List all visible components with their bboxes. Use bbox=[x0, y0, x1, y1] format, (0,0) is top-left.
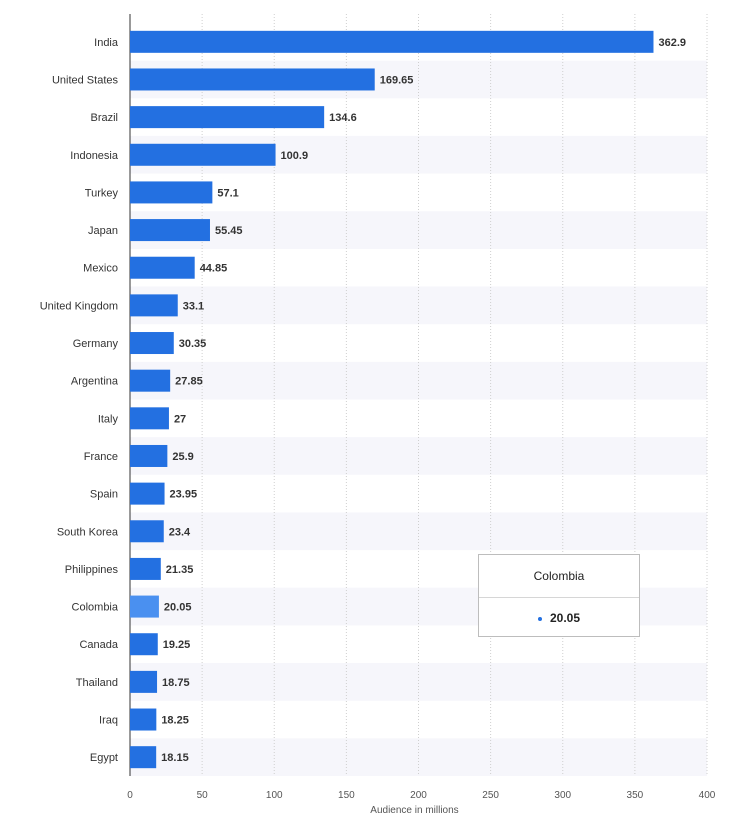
tooltip-title: Colombia bbox=[479, 555, 639, 598]
category-label: Germany bbox=[73, 338, 119, 350]
bar-japan bbox=[130, 219, 210, 242]
bar-canada bbox=[130, 633, 158, 656]
category-label: Iraq bbox=[99, 715, 118, 727]
x-tick-label: 0 bbox=[127, 790, 133, 801]
bar-egypt bbox=[130, 746, 157, 769]
category-label: Mexico bbox=[83, 263, 118, 275]
data-label: 27.85 bbox=[175, 376, 203, 388]
data-label: 44.85 bbox=[200, 263, 228, 275]
category-label: Italy bbox=[98, 413, 119, 425]
x-tick-label: 250 bbox=[482, 790, 499, 801]
x-tick-label: 400 bbox=[699, 790, 716, 801]
bar-germany bbox=[130, 332, 174, 355]
x-tick-label: 350 bbox=[627, 790, 644, 801]
data-label: 18.15 bbox=[161, 752, 189, 764]
category-label: Colombia bbox=[72, 602, 119, 614]
bar-italy bbox=[130, 407, 169, 430]
data-label: 18.75 bbox=[162, 677, 190, 689]
data-label: 169.65 bbox=[380, 74, 414, 86]
data-label: 55.45 bbox=[215, 225, 243, 237]
category-label: United Kingdom bbox=[40, 300, 118, 312]
bar-india bbox=[130, 30, 654, 53]
bar-united-kingdom bbox=[130, 294, 178, 317]
data-label: 19.25 bbox=[163, 639, 191, 651]
x-tick-label: 300 bbox=[554, 790, 571, 801]
chart-tooltip: Colombia 20.05 bbox=[478, 554, 640, 637]
data-label: 25.9 bbox=[172, 451, 193, 463]
data-label: 21.35 bbox=[166, 564, 194, 576]
bar-colombia bbox=[130, 595, 159, 618]
data-label: 18.25 bbox=[161, 715, 189, 727]
category-label: Turkey bbox=[85, 187, 119, 199]
category-label: Indonesia bbox=[70, 150, 119, 162]
bar-france bbox=[130, 444, 168, 467]
category-label: Philippines bbox=[65, 564, 119, 576]
data-label: 30.35 bbox=[179, 338, 207, 350]
category-label: Argentina bbox=[71, 376, 119, 388]
bar-iraq bbox=[130, 708, 157, 731]
tooltip-value-row: 20.05 bbox=[479, 598, 639, 638]
category-label: Canada bbox=[79, 639, 118, 651]
x-tick-label: 150 bbox=[338, 790, 355, 801]
data-label: 33.1 bbox=[183, 300, 204, 312]
bar-brazil bbox=[130, 106, 325, 129]
bar-turkey bbox=[130, 181, 213, 204]
bar-spain bbox=[130, 482, 165, 505]
data-label: 23.95 bbox=[170, 489, 198, 501]
x-tick-label: 200 bbox=[410, 790, 427, 801]
category-label: France bbox=[84, 451, 118, 463]
bar-thailand bbox=[130, 670, 158, 693]
data-label: 362.9 bbox=[658, 37, 686, 49]
x-tick-label: 50 bbox=[197, 790, 209, 801]
data-label: 20.05 bbox=[164, 602, 192, 614]
bar-philippines bbox=[130, 557, 161, 580]
data-label: 23.4 bbox=[169, 526, 191, 538]
category-label: Japan bbox=[88, 225, 118, 237]
row-band bbox=[130, 663, 707, 701]
bar-united-states bbox=[130, 68, 375, 91]
category-label: Thailand bbox=[76, 677, 118, 689]
category-label: United States bbox=[52, 74, 119, 86]
category-label: Spain bbox=[90, 489, 118, 501]
bar-argentina bbox=[130, 369, 171, 392]
data-label: 134.6 bbox=[329, 112, 357, 124]
data-label: 27 bbox=[174, 413, 186, 425]
row-band bbox=[130, 738, 707, 776]
series-dot-icon bbox=[537, 616, 542, 621]
tooltip-value: 20.05 bbox=[549, 611, 581, 625]
x-axis-title: Audience in millions bbox=[370, 805, 458, 816]
category-label: South Korea bbox=[57, 526, 119, 538]
x-tick-label: 100 bbox=[266, 790, 283, 801]
bar-mexico bbox=[130, 256, 195, 279]
bar-south-korea bbox=[130, 520, 164, 543]
category-label: India bbox=[94, 37, 119, 49]
category-label: Brazil bbox=[90, 112, 118, 124]
data-label: 57.1 bbox=[217, 187, 238, 199]
category-label: Egypt bbox=[90, 752, 118, 764]
bar-indonesia bbox=[130, 143, 276, 166]
data-label: 100.9 bbox=[281, 150, 309, 162]
